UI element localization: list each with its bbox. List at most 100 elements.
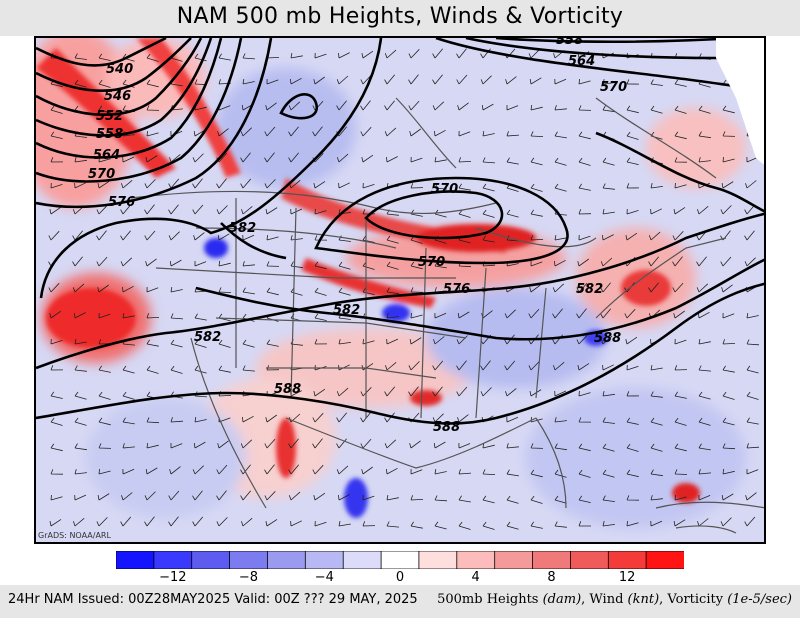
wind-barb bbox=[458, 495, 471, 503]
wind-barb bbox=[360, 387, 372, 397]
wind-barb bbox=[722, 339, 736, 345]
wind-barb bbox=[674, 494, 687, 501]
wind-barb bbox=[144, 230, 156, 241]
wind-barb bbox=[336, 387, 349, 397]
wind-barb bbox=[722, 443, 736, 450]
wind-barb bbox=[504, 309, 516, 319]
wind-barb bbox=[169, 259, 182, 267]
wind-barb bbox=[624, 308, 636, 319]
wind-barb bbox=[456, 48, 467, 59]
wind-barb bbox=[50, 131, 63, 139]
field-description: 500mb Heights (dam), Wind (knt), Vortici… bbox=[437, 592, 792, 607]
wind-barb bbox=[674, 105, 687, 114]
wind-barb bbox=[626, 208, 639, 215]
wind-barb bbox=[336, 153, 349, 163]
wind-barb bbox=[673, 207, 686, 215]
wind-barb bbox=[74, 53, 87, 60]
wind-barb bbox=[74, 365, 87, 372]
wind-barb bbox=[384, 74, 396, 85]
wind-barb bbox=[458, 209, 471, 218]
wind-barb bbox=[241, 206, 253, 215]
wind-barb bbox=[625, 336, 638, 345]
wind-barb bbox=[697, 205, 709, 215]
wind-barb bbox=[650, 183, 663, 189]
wind-barb bbox=[50, 494, 63, 501]
contour-label: 576 bbox=[443, 282, 470, 297]
wind-barb bbox=[602, 443, 615, 452]
contour-label: 564 bbox=[93, 148, 120, 163]
wind-barb bbox=[193, 441, 206, 449]
wind-barb bbox=[432, 101, 445, 111]
wind-barb bbox=[385, 361, 397, 371]
wind-barb bbox=[146, 286, 159, 293]
wind-barb bbox=[504, 360, 516, 371]
wind-barb bbox=[746, 313, 759, 319]
wind-barb bbox=[552, 308, 563, 319]
wind-barb bbox=[74, 79, 87, 88]
wind-barb bbox=[578, 469, 591, 478]
wind-barb bbox=[192, 465, 204, 475]
wind-barb bbox=[482, 157, 496, 164]
wind-barb bbox=[722, 156, 735, 163]
wind-barb bbox=[242, 234, 255, 241]
wind-barb bbox=[192, 178, 203, 189]
wind-barb bbox=[386, 313, 399, 319]
wind-barb bbox=[456, 335, 468, 345]
wind-barb bbox=[432, 413, 444, 423]
wind-barb bbox=[386, 495, 399, 501]
wind-barb bbox=[480, 387, 492, 397]
wind-barb bbox=[744, 516, 756, 527]
contour-label: 570 bbox=[418, 255, 445, 270]
wind-barb bbox=[458, 521, 471, 530]
contour-label: 546 bbox=[104, 89, 131, 104]
contour-label: 552 bbox=[96, 109, 123, 124]
wind-barb bbox=[98, 53, 111, 61]
wind-barb bbox=[554, 443, 567, 451]
wind-barb bbox=[600, 282, 611, 293]
wind-barb bbox=[146, 53, 159, 62]
wind-barb bbox=[434, 495, 448, 502]
wind-barb bbox=[122, 156, 135, 163]
wind-barb bbox=[673, 310, 685, 319]
wind-barb bbox=[554, 390, 567, 397]
wind-barb bbox=[218, 53, 231, 61]
wind-barb bbox=[626, 105, 639, 114]
wind-barb bbox=[506, 416, 519, 423]
wind-barb bbox=[506, 209, 519, 218]
wind-barb bbox=[602, 391, 615, 397]
wind-barb bbox=[290, 53, 303, 59]
wind-barb bbox=[242, 79, 255, 85]
wind-barb bbox=[626, 417, 639, 425]
wind-barb bbox=[218, 260, 231, 267]
colorbar-cell bbox=[380, 551, 420, 569]
wind-barb bbox=[194, 53, 207, 62]
wind-barb bbox=[530, 495, 543, 504]
wind-barb bbox=[577, 258, 590, 267]
wind-barb bbox=[578, 105, 592, 111]
wind-barb bbox=[554, 495, 567, 504]
wind-barb bbox=[264, 179, 276, 189]
map-title: NAM 500 mb Heights, Winds & Vorticity bbox=[0, 0, 800, 36]
wind-barb bbox=[578, 157, 591, 166]
wind-barb bbox=[482, 469, 496, 475]
wind-barb bbox=[96, 205, 108, 215]
colorbar-cell bbox=[304, 551, 345, 569]
wind-barb bbox=[720, 205, 732, 215]
wind-barb bbox=[600, 308, 612, 319]
wind-barb bbox=[698, 131, 711, 139]
map-canvas: 540 546 552 558 564 570 576 582 582 570 570 576 582 5… bbox=[36, 38, 764, 542]
colorbar-cell bbox=[569, 551, 610, 569]
contour-label: 558 bbox=[96, 127, 123, 142]
wind-barb bbox=[410, 521, 423, 529]
colorbar-tick-label: −12 bbox=[159, 570, 187, 585]
wind-barb bbox=[122, 391, 135, 400]
wind-barb bbox=[482, 131, 495, 137]
wind-barb bbox=[169, 466, 181, 475]
wind-barb bbox=[626, 364, 639, 371]
wind-barb bbox=[698, 443, 711, 451]
wind-barb bbox=[73, 517, 85, 527]
wind-barb bbox=[408, 74, 419, 85]
weather-map[interactable]: 540 546 552 558 564 570 576 582 582 570 570 576 582 5… bbox=[34, 36, 766, 544]
wind-barb bbox=[314, 52, 327, 59]
wind-barb bbox=[650, 520, 663, 527]
